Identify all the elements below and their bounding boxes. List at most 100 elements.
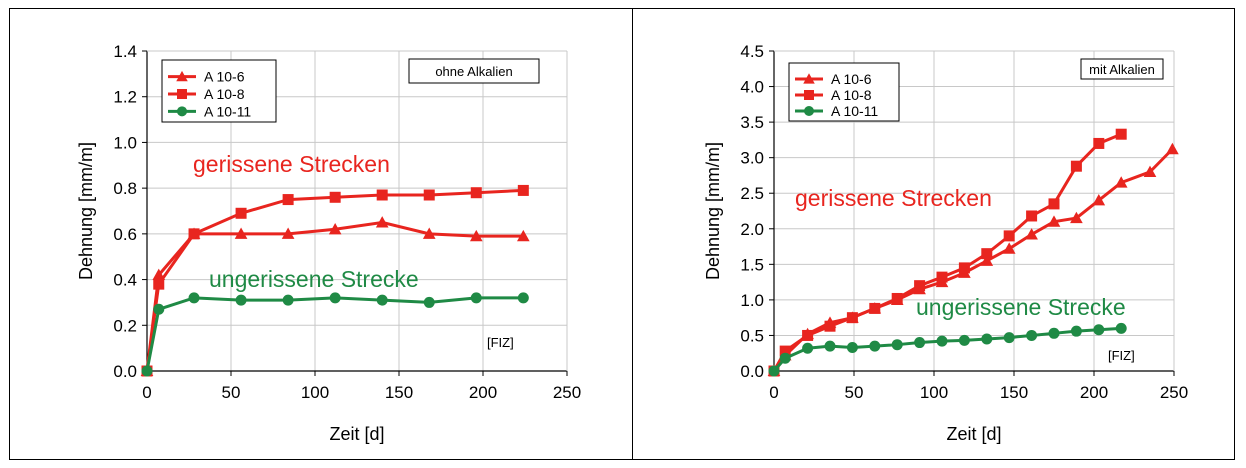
x-tick-label: 100 bbox=[301, 383, 329, 402]
data-point bbox=[422, 227, 436, 239]
data-point bbox=[282, 294, 294, 306]
annotation-1: ungerissene Strecke bbox=[209, 266, 419, 292]
data-point bbox=[981, 333, 993, 345]
data-point bbox=[914, 280, 926, 292]
data-point bbox=[891, 339, 903, 351]
data-point bbox=[235, 294, 247, 306]
data-point bbox=[329, 191, 341, 203]
y-axis-label: Dehnung [mm/m] bbox=[703, 142, 723, 280]
series-a-10-11 bbox=[768, 322, 1127, 377]
data-point bbox=[779, 345, 791, 357]
data-point bbox=[235, 207, 247, 219]
data-point bbox=[1048, 327, 1060, 339]
condition-box bbox=[408, 58, 540, 84]
y-tick-label: 1.5 bbox=[740, 255, 764, 274]
y-tick-label: 2.0 bbox=[740, 220, 764, 239]
data-point bbox=[1166, 142, 1179, 155]
y-tick-label: 1.2 bbox=[113, 88, 137, 107]
condition-label: mit Alkalien bbox=[1089, 62, 1155, 77]
x-tick-label: 150 bbox=[1000, 383, 1028, 402]
y-tick-label: 3.0 bbox=[740, 149, 764, 168]
data-point bbox=[802, 329, 814, 341]
x-tick-label: 200 bbox=[1080, 383, 1108, 402]
figure-frame bbox=[9, 8, 1235, 460]
y-tick-label: 0.6 bbox=[113, 225, 137, 244]
y-tick-label: 4.0 bbox=[740, 78, 764, 97]
data-point bbox=[846, 342, 858, 354]
data-point bbox=[936, 335, 948, 347]
data-point bbox=[1048, 198, 1060, 210]
data-point bbox=[869, 340, 881, 352]
x-tick-label: 150 bbox=[385, 383, 413, 402]
data-point bbox=[423, 189, 435, 201]
data-point bbox=[914, 337, 926, 349]
data-point bbox=[779, 352, 791, 364]
data-point bbox=[768, 365, 780, 377]
data-point bbox=[376, 189, 388, 201]
y-tick-label: 0.2 bbox=[113, 316, 137, 335]
data-point bbox=[516, 229, 530, 242]
x-tick-label: 0 bbox=[769, 383, 778, 402]
annotation-1: ungerissene Strecke bbox=[916, 294, 1126, 320]
data-point bbox=[1070, 211, 1083, 224]
x-tick-label: 50 bbox=[845, 383, 864, 402]
annotation-2: [FIZ] bbox=[487, 335, 514, 350]
series-a-10-8 bbox=[141, 184, 529, 377]
series-line bbox=[145, 220, 524, 372]
x-axis-label: Zeit [d] bbox=[946, 424, 1001, 444]
data-point bbox=[1070, 160, 1082, 172]
x-tick-label: 0 bbox=[142, 383, 151, 402]
data-point bbox=[469, 229, 483, 242]
chart-right: 0.0 0.5 1.0 1.5 2.0 2.5 3.0 3.5 4.0 4.5 0 50 100 150 2… bbox=[703, 42, 1188, 444]
data-point bbox=[891, 292, 903, 304]
data-point bbox=[329, 292, 341, 304]
data-point bbox=[958, 262, 970, 274]
legend-swatch-marker bbox=[803, 73, 815, 84]
y-tick-label: 0.5 bbox=[740, 326, 764, 345]
legend-swatch-marker bbox=[804, 90, 814, 100]
data-point bbox=[1003, 332, 1015, 344]
series-line bbox=[145, 188, 524, 372]
x-tick-label: 100 bbox=[920, 383, 948, 402]
data-point bbox=[281, 227, 295, 239]
data-point bbox=[141, 365, 153, 377]
y-tick-label: 0.4 bbox=[113, 271, 137, 290]
x-axis-label: Zeit [d] bbox=[329, 424, 384, 444]
legend-label: A 10-11 bbox=[204, 103, 251, 119]
y-tick-label: 1.4 bbox=[113, 42, 137, 61]
x-tick-label: 50 bbox=[222, 383, 241, 402]
annotation-0: gerissene Strecken bbox=[193, 151, 390, 177]
data-point bbox=[1026, 210, 1038, 222]
data-point bbox=[153, 303, 165, 315]
panel-divider bbox=[632, 8, 633, 460]
data-point bbox=[1115, 128, 1127, 140]
data-point bbox=[1047, 215, 1061, 227]
legend-label: A 10-8 bbox=[831, 87, 872, 103]
data-point bbox=[1114, 176, 1128, 188]
x-tick-label: 250 bbox=[1160, 383, 1188, 402]
data-point bbox=[470, 292, 482, 304]
data-point bbox=[846, 312, 858, 324]
legend-label: A 10-6 bbox=[204, 69, 245, 85]
data-point bbox=[802, 342, 814, 354]
y-tick-label: 2.5 bbox=[740, 184, 764, 203]
data-point bbox=[824, 320, 836, 332]
data-point bbox=[1092, 194, 1106, 206]
data-point bbox=[1093, 324, 1105, 336]
y-tick-label: 0.0 bbox=[740, 362, 764, 381]
data-point bbox=[188, 228, 200, 240]
data-point bbox=[517, 292, 529, 304]
data-point bbox=[869, 302, 881, 314]
legend: A 10-6A 10-8A 10-11 bbox=[161, 59, 277, 123]
data-point bbox=[328, 222, 342, 235]
legend-label: A 10-6 bbox=[831, 71, 872, 87]
y-axis-label: Dehnung [mm/m] bbox=[76, 142, 96, 280]
legend-label: A 10-8 bbox=[204, 86, 245, 102]
data-point bbox=[1070, 325, 1082, 337]
data-point bbox=[517, 184, 529, 196]
data-point bbox=[980, 254, 994, 266]
data-point bbox=[1003, 230, 1015, 242]
data-point bbox=[981, 248, 993, 260]
condition-label: ohne Alkalien bbox=[435, 64, 512, 79]
data-point bbox=[1093, 137, 1105, 149]
